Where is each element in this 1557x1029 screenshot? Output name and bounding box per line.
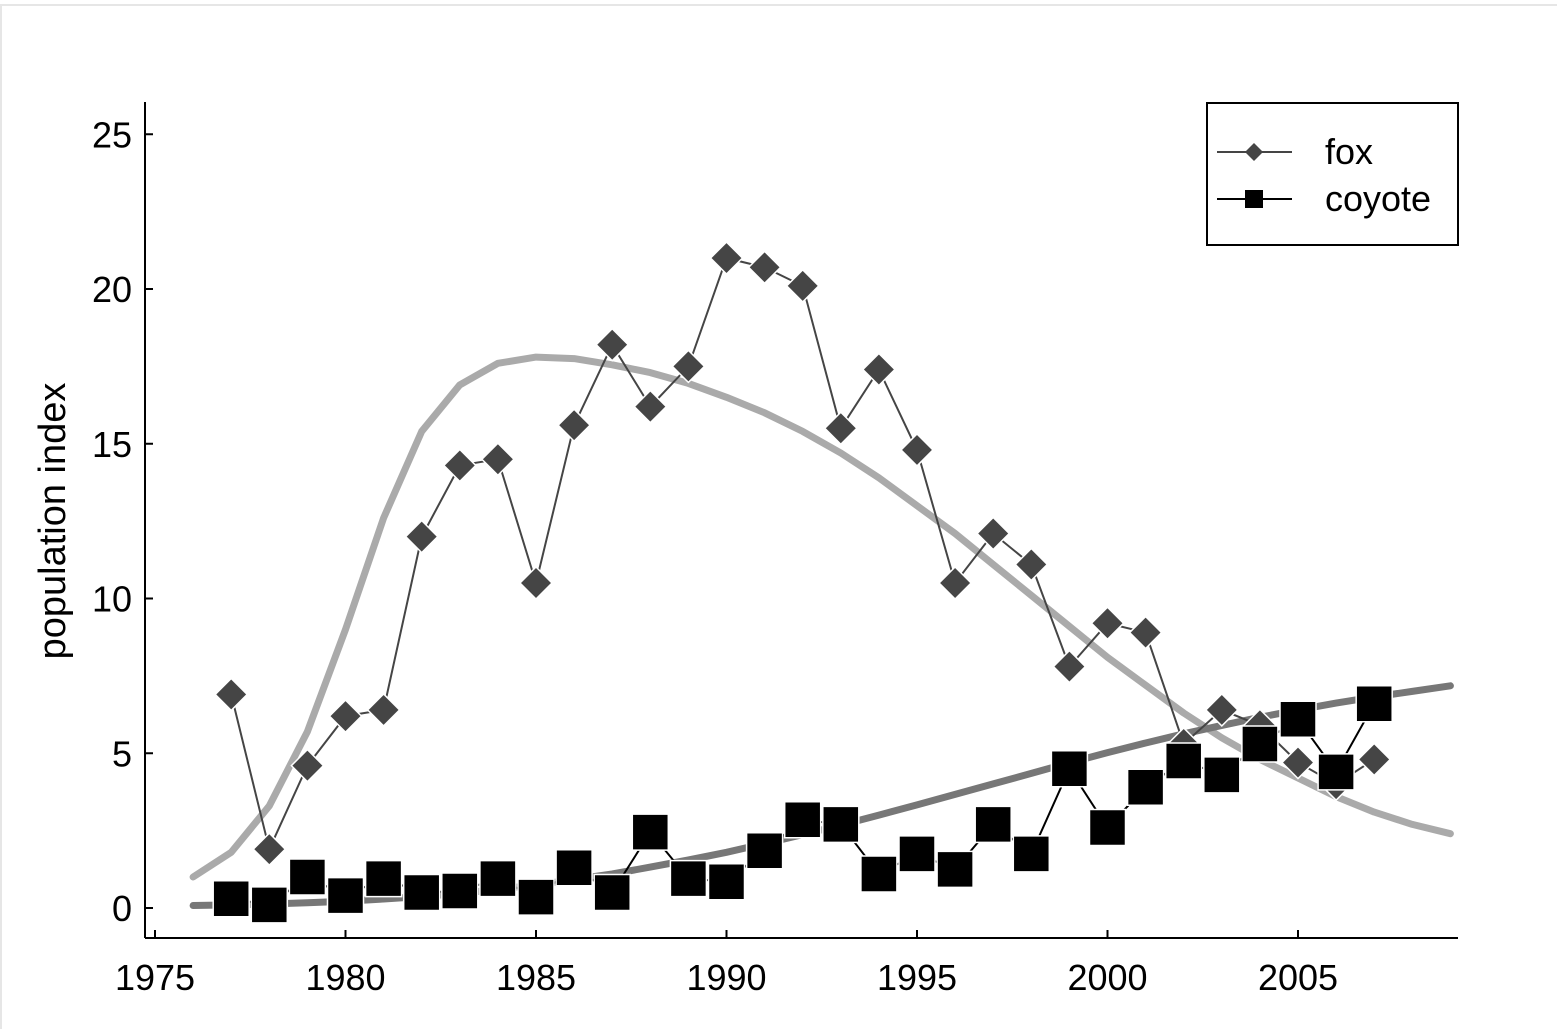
coyote-marker xyxy=(936,850,974,889)
coyote-marker xyxy=(669,859,708,898)
fox-marker xyxy=(328,699,363,734)
coyote-marker xyxy=(517,878,555,916)
fox-marker xyxy=(442,448,477,483)
coyote-marker xyxy=(707,862,746,901)
fox-marker xyxy=(1128,615,1163,650)
coyote-marker xyxy=(1355,684,1393,723)
x-ticks: 1975 1980 1985 1990 1995 2000 2005 xyxy=(115,930,1338,998)
coyote-marker xyxy=(1164,742,1203,780)
coyote-marker xyxy=(326,876,365,915)
coyote-marker xyxy=(745,831,784,870)
x-tick-label: 2005 xyxy=(1258,957,1338,998)
fox-marker xyxy=(1052,649,1087,684)
coyote-marker xyxy=(860,855,898,893)
fox-marker xyxy=(480,442,515,477)
y-tick-label: 0 xyxy=(112,888,132,929)
x-tick-label: 1975 xyxy=(115,957,195,998)
fox-marker xyxy=(899,432,935,468)
fox-marker xyxy=(595,327,630,362)
series-markers xyxy=(212,240,1393,924)
fox-marker xyxy=(214,677,249,712)
coyote-marker xyxy=(898,835,936,873)
y-tick-label: 25 xyxy=(92,114,132,155)
fox-marker xyxy=(518,565,554,601)
coyote-marker xyxy=(1012,835,1051,873)
coyote-marker xyxy=(1203,756,1241,794)
fox-marker xyxy=(1014,547,1049,582)
x-tick-label: 1995 xyxy=(877,957,957,998)
fox-marker xyxy=(404,519,439,554)
coyote-marker xyxy=(631,813,670,851)
x-tick-label: 1990 xyxy=(686,957,766,998)
coyote-marker xyxy=(555,849,593,887)
coyote-fit-curve xyxy=(189,682,1454,909)
fox-marker xyxy=(709,240,744,276)
y-ticks: 0 5 10 15 20 25 xyxy=(92,114,153,929)
x-tick-label: 2000 xyxy=(1067,957,1147,998)
legend-box xyxy=(1206,102,1459,246)
coyote-marker xyxy=(1279,700,1317,738)
fox-marker xyxy=(1280,745,1316,780)
legend-marker-fox xyxy=(1245,143,1263,161)
fox-marker xyxy=(557,408,592,443)
coyote-marker xyxy=(783,801,822,839)
coyote-marker xyxy=(250,886,289,924)
coyote-marker xyxy=(974,805,1012,844)
coyote-marker xyxy=(364,859,403,898)
y-tick-label: 5 xyxy=(112,733,132,774)
fox-marker xyxy=(252,832,287,867)
coyote-marker xyxy=(1088,808,1127,847)
coyote-marker xyxy=(1126,768,1165,807)
coyote-marker xyxy=(822,805,860,844)
coyote-marker xyxy=(288,858,327,896)
coyote-marker xyxy=(212,879,250,918)
coyote-marker xyxy=(441,872,479,910)
fox-marker xyxy=(861,352,896,387)
x-tick-label: 1985 xyxy=(496,957,576,998)
fox-marker xyxy=(785,268,820,303)
coyote-marker xyxy=(1317,753,1355,791)
coyote-marker xyxy=(1241,725,1279,763)
y-tick-label: 15 xyxy=(92,424,132,465)
coyote-marker xyxy=(1050,749,1089,788)
fox-marker xyxy=(1204,692,1239,727)
legend-label-fox: fox xyxy=(1325,131,1373,172)
fox-marker xyxy=(290,748,325,783)
y-axis-title: population index xyxy=(32,383,74,660)
axes: 1975 1980 1985 1990 1995 2000 2005 0 5 10 15 20 25 xyxy=(92,102,1458,998)
coyote-marker xyxy=(479,859,517,898)
fox-fit-curve xyxy=(189,353,1454,881)
y-tick-label: 10 xyxy=(92,579,132,620)
fit-curves xyxy=(189,353,1454,909)
fox-marker xyxy=(976,516,1011,551)
legend: fox coyote xyxy=(1206,102,1459,246)
fox-marker xyxy=(671,349,706,384)
coyote-marker xyxy=(593,873,631,912)
fox-marker xyxy=(633,389,668,424)
fox-marker xyxy=(1357,742,1392,777)
fox-marker xyxy=(366,692,401,727)
fox-marker xyxy=(823,411,858,446)
legend-marker-coyote xyxy=(1245,190,1263,208)
x-tick-label: 1980 xyxy=(305,957,385,998)
fox-marker xyxy=(747,250,782,285)
legend-label-coyote: coyote xyxy=(1325,178,1431,219)
coyote-marker xyxy=(402,873,441,912)
fox-marker xyxy=(1090,606,1125,641)
y-tick-label: 20 xyxy=(92,269,132,310)
fox-marker xyxy=(938,565,973,601)
